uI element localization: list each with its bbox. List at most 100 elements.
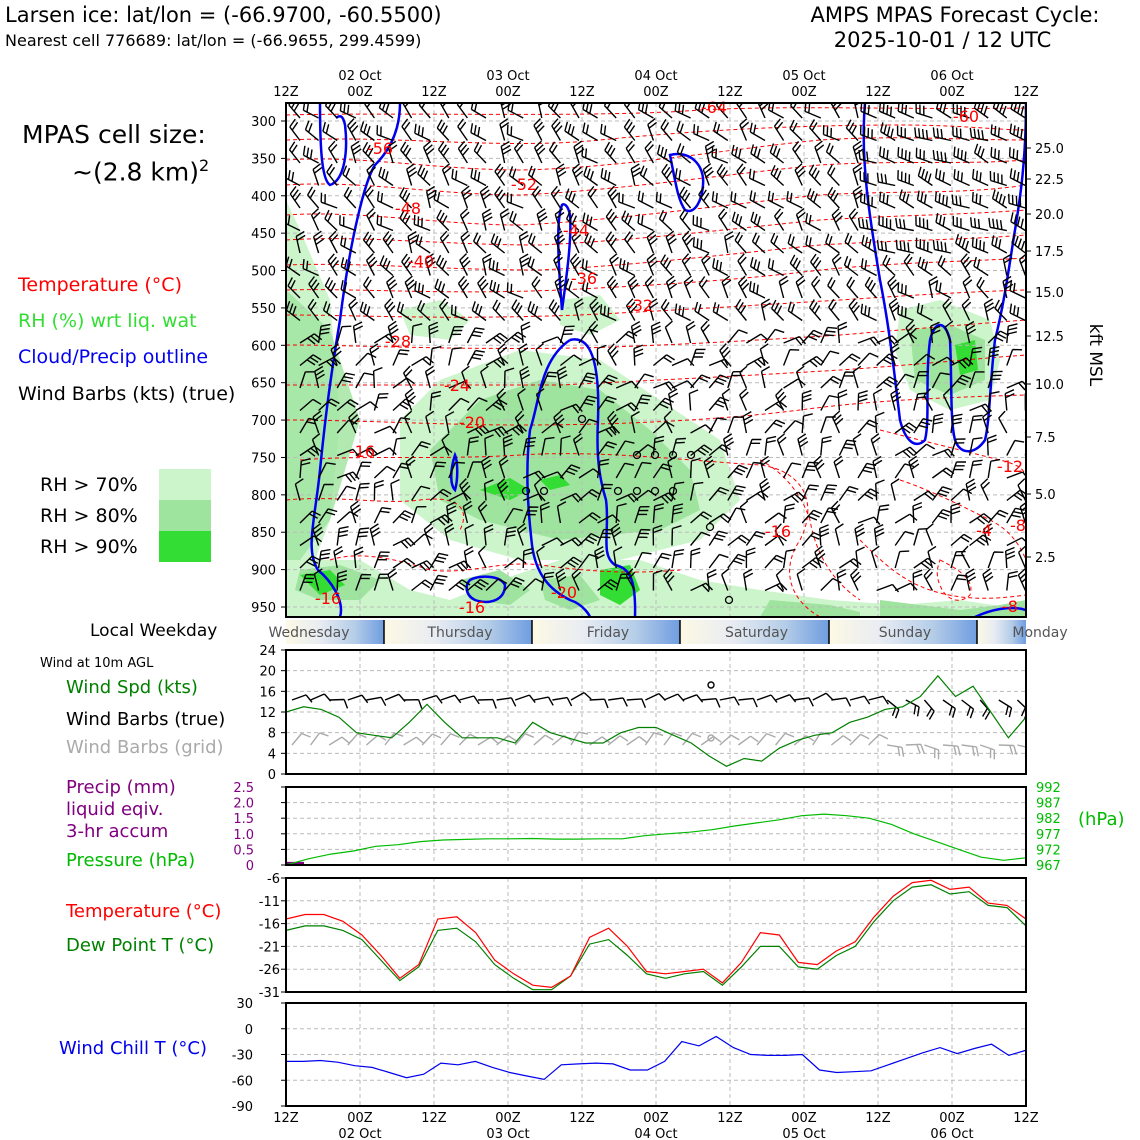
wind-barb-true [942,699,956,718]
cross-section-wind-barb [879,146,896,164]
cross-section-wind-barb [935,212,952,232]
cross-section-wind-barb [931,486,952,501]
cross-section-wind-barb [639,165,654,187]
cross-section-wind-barb [289,185,302,209]
cross-section-wind-barb [320,192,338,209]
cross-section-wind-barb [801,413,813,434]
cross-section-wind-barb [494,163,506,186]
cross-section-wind-barb [727,553,748,569]
axis-tick-label: -31 [259,986,280,1001]
cross-section-wind-barb [700,320,710,344]
wind-barb-grid [421,733,442,746]
temperature-contour-label: -8 [1010,516,1026,535]
cross-section-wind-barb [541,436,555,456]
cross-section-wind-barb [889,343,900,366]
cross-section-wind-barb [652,503,665,524]
cross-section-wind-barb [366,208,376,231]
cross-section-wind-barb [782,503,795,524]
cross-section-wind-barb [931,413,944,434]
cross-section-wind-barb [573,140,585,164]
cross-section-wind-barb [689,348,706,366]
cross-section-wind-barb [663,568,675,591]
cross-section-wind-barb [739,118,750,141]
cross-section-wind-barb [336,526,349,546]
cross-section-wind-barb [485,578,508,592]
cross-section-wind-barb [658,210,673,232]
cross-section-wind-barb [554,208,565,231]
rh80-swatch [159,500,211,531]
cross-section-wind-barb [565,210,580,232]
cross-section-wind-barb [820,375,842,389]
temperature-contour-label: -16 [349,442,375,461]
wind-barb-true [868,695,889,705]
cell-size-exponent: 2 [199,156,210,175]
cross-section-wind-barb [653,492,676,504]
wind-chill-panel: 30 0 -30 -60 -90 [232,997,1027,1115]
precip-axis: 2.52.01.51.00.50 [233,781,286,874]
cross-section-wind-barb [289,118,301,141]
cross-section-wind-barb [775,568,785,591]
cross-section-wind-barb [459,253,471,276]
cross-section-wind-barb [674,303,691,322]
cross-section-wind-barb [311,433,321,456]
cross-section-wind-barb [489,279,505,299]
cross-section-wind-barb [834,523,844,546]
cross-section-wind-barb [764,328,785,344]
cross-section-wind-barb [711,191,729,209]
cross-section-wind-barb [623,118,636,141]
cross-section-wind-barb [973,256,989,277]
cross-section-wind-barb [887,275,899,299]
calm-wind-marker-grid [707,734,715,742]
bottom-hour-label: 12Z [273,1111,299,1126]
cross-section-wind-barb [355,482,370,501]
cross-section-wind-barb [407,230,419,254]
cross-section-wind-barb [310,208,321,231]
cross-section-wind-barb [825,233,840,254]
cross-section-wind-barb [499,208,510,231]
cross-section-wind-barb [401,253,413,276]
cross-section-wind-barb [844,232,859,254]
cross-section-wind-barb [415,234,431,254]
cross-section-wind-barb [324,103,338,119]
cross-section-wind-barb [988,217,1007,232]
cross-section-wind-barb [760,365,771,389]
cross-section-wind-barb [446,501,457,524]
weekday-band [384,620,532,644]
cross-section-wind-barb [556,501,567,524]
cross-section-wind-barb [773,118,785,141]
top-hour-label: 12Z [569,85,595,100]
cross-section-wind-barb [1010,212,1026,232]
cross-section-wind-barb [960,545,971,569]
cross-section-wind-barb [392,557,416,569]
cross-section-wind-barb [386,275,398,299]
wind-barb-grid [924,744,940,760]
cross-section-wind-barb [689,481,704,501]
cross-section-wind-barb [965,320,977,344]
cross-section-wind-barb [461,185,473,209]
cross-section-wind-barb [1025,364,1026,367]
cross-section-wind-barb [470,123,487,142]
temperature-contour-label: -64 [701,98,727,117]
cross-section-wind-barb [897,170,915,187]
cross-section-wind-barb [366,163,376,186]
cross-section-wind-barb [915,216,933,232]
pressure-axis: 300 350 400 450 500 550 600 650 700 750 800 850 900 9… [251,115,286,616]
cross-section-wind-barb [712,302,729,322]
cross-section-wind-barb [589,298,601,321]
cross-section-wind-barb [387,568,398,591]
cross-section-wind-barb [362,141,375,164]
cross-section-wind-barb [288,141,301,164]
cross-section-wind-barb [429,345,442,366]
bottom-date-label: 04 Oct [634,1127,677,1140]
wind-barb-true [775,694,797,703]
cross-section-wind-barb [340,280,357,299]
cross-section-wind-barb [751,232,766,254]
bottom-date-label: 03 Oct [486,1127,529,1140]
cross-section-wind-barb [417,165,431,187]
cross-section-wind-barb [536,208,548,231]
cross-section-wind-barb [953,146,970,164]
cross-section-wind-barb [342,165,357,187]
cross-section-wind-barb [429,488,452,502]
cross-section-wind-barb [457,118,468,141]
top-hour-label: 00Z [495,85,521,100]
